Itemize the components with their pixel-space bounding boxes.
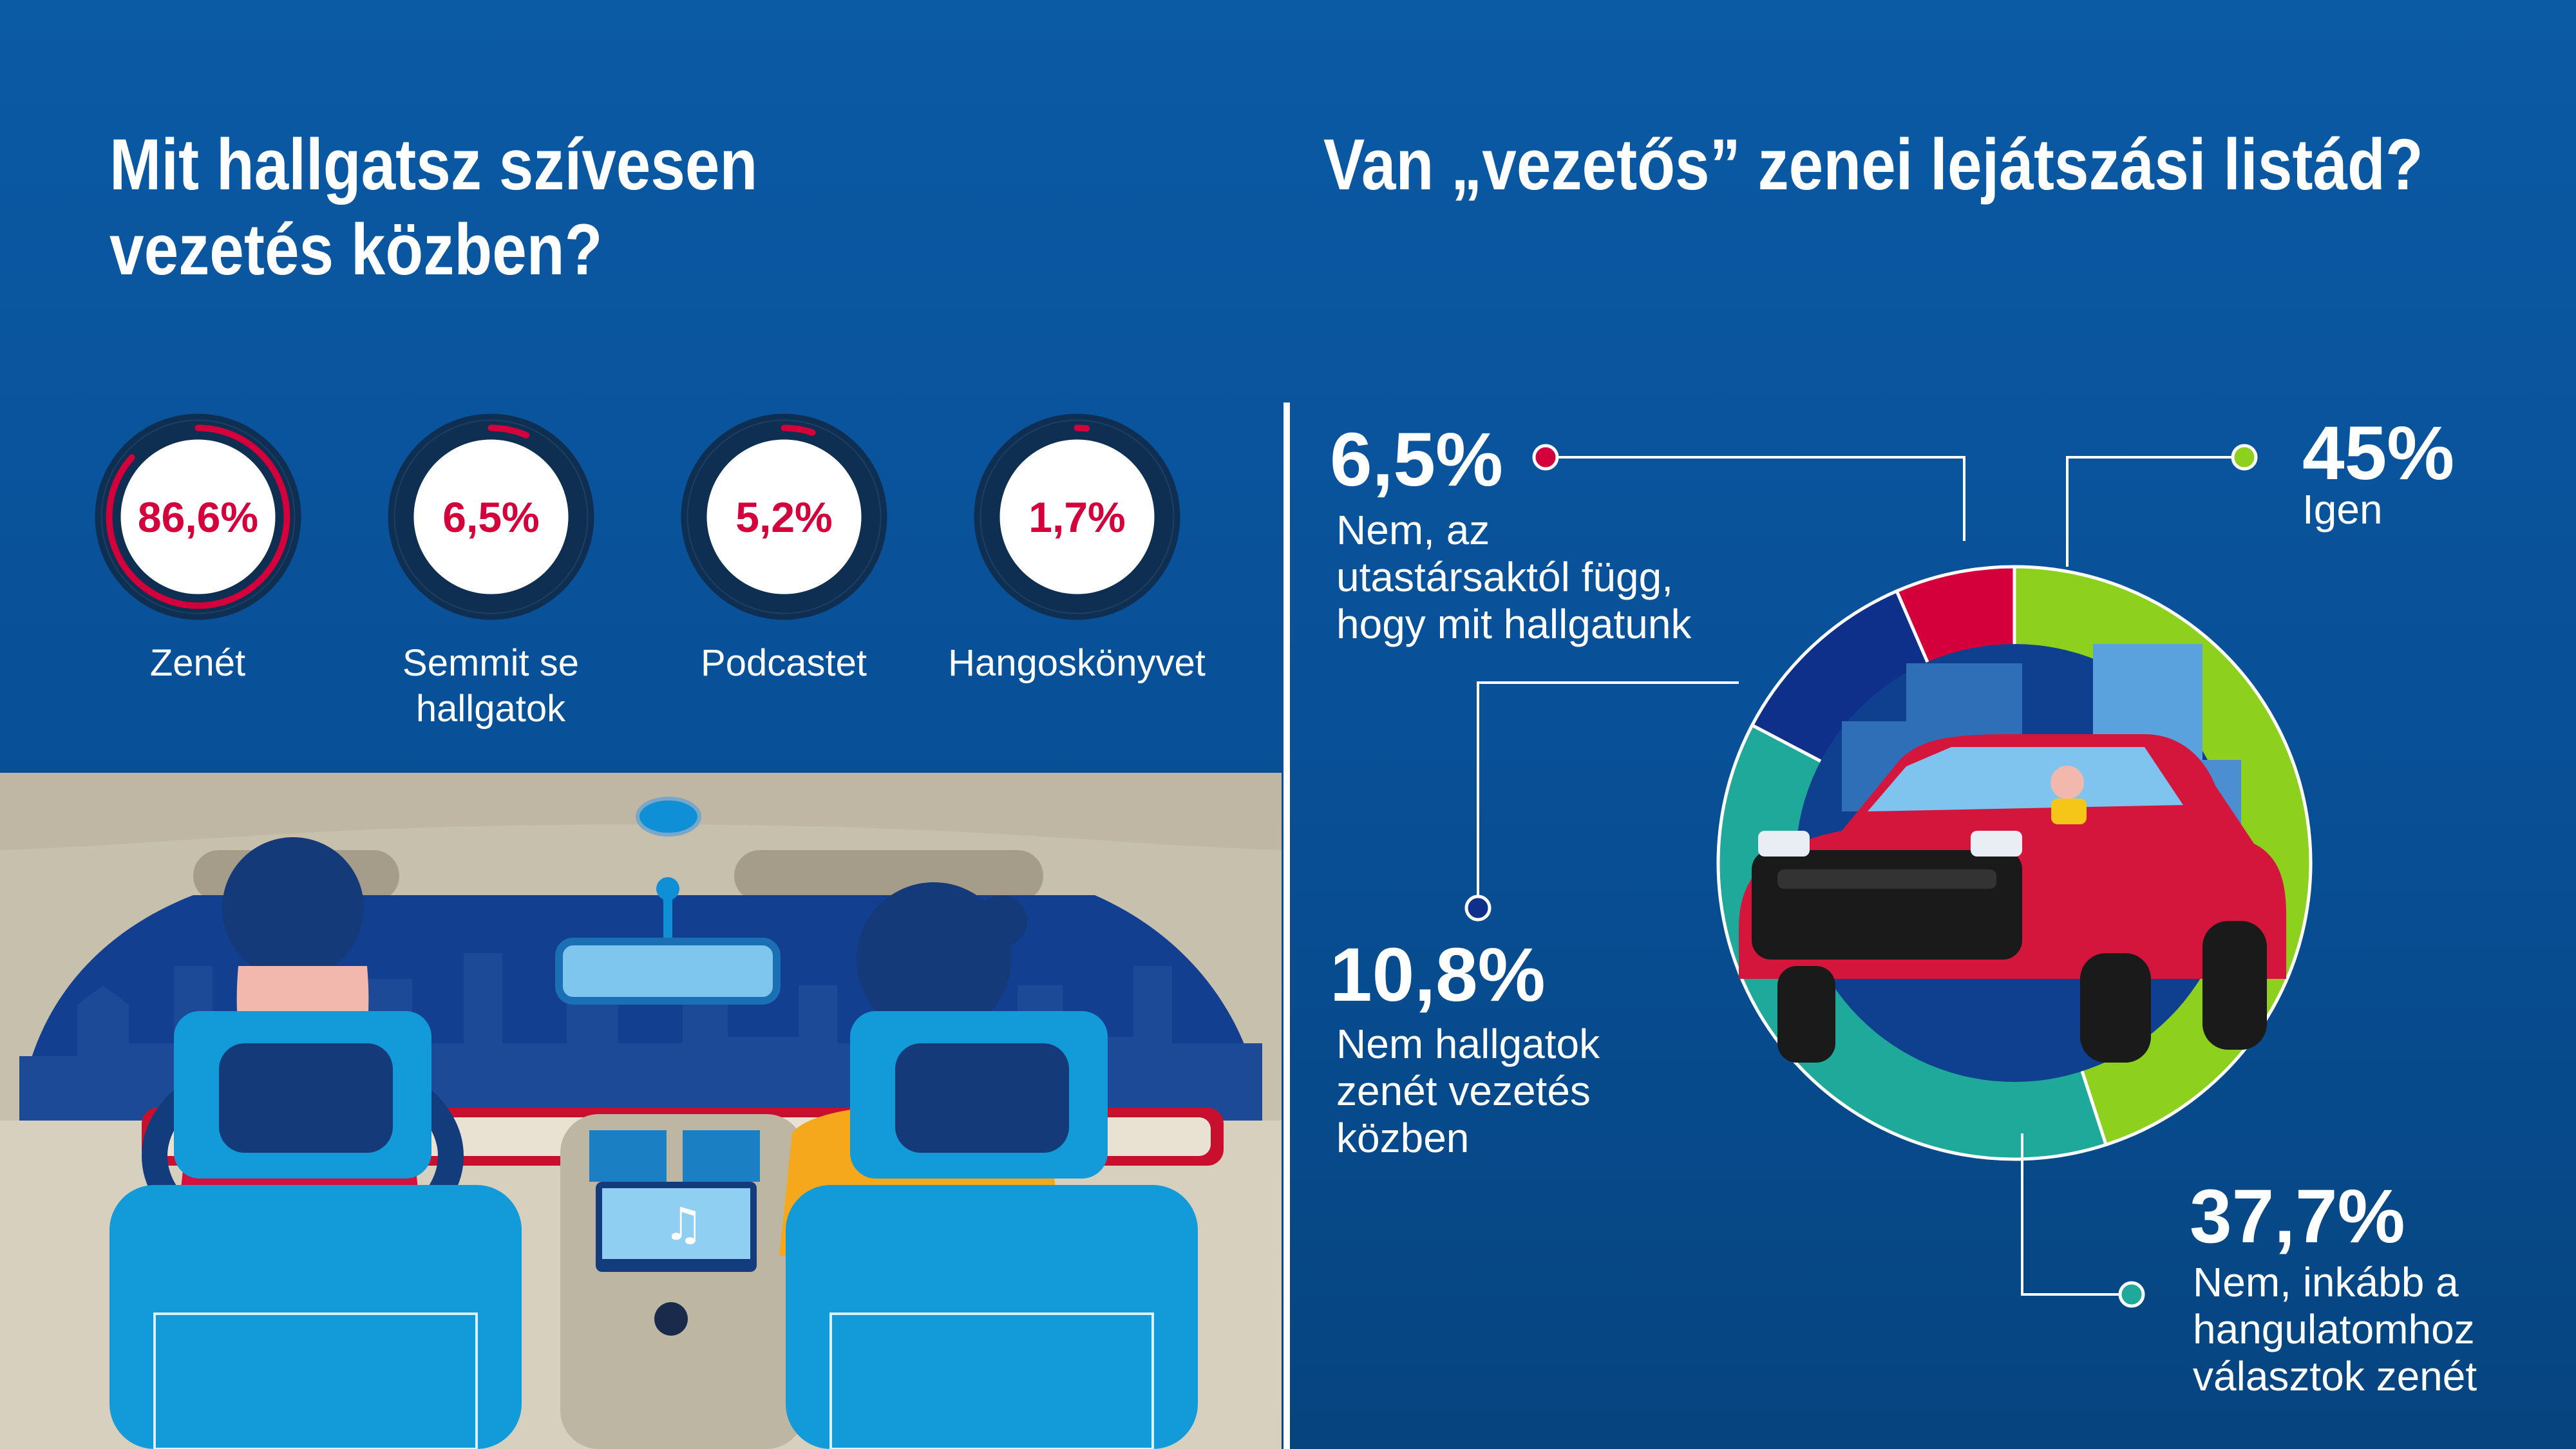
callout-no-music-value: 10,8% [1330, 933, 1546, 1018]
left-chart-title: Mit hallgatsz szívesen vezetés közben? [109, 124, 758, 290]
callout-no-passenger-value: 6,5% [1330, 417, 1503, 502]
ring-value-podcastet: 5,2% [735, 493, 833, 541]
callout-no-mood-line3: választok zenét [2193, 1353, 2477, 1399]
ring-label-hangoskonyvet: Hangoskönyvet [948, 642, 1206, 684]
donut-slice-utastars [1895, 565, 2016, 864]
ring-arc-semmit [399, 424, 583, 609]
callout-no-music-line2: zenét vezetés [1336, 1068, 1591, 1114]
callout-no-passenger-line2: utastársaktól függ, [1336, 554, 1673, 600]
ring-arc-podcastet [692, 424, 876, 609]
ring-gauge-semmit: 6,5% [386, 412, 596, 621]
callout-yes-value: 45% [2302, 411, 2455, 496]
dot-yes [2231, 444, 2258, 471]
section-divider [1283, 402, 1290, 1449]
callout-no-music-line1: Nem hallgatok [1336, 1021, 1600, 1067]
donut-outer-ring [1717, 565, 2312, 1160]
ring-label-semmit: Semmit se hallgatok [402, 642, 579, 730]
callout-yes-label: Igen [2302, 486, 2383, 533]
callout-no-mood-line1: Nem, inkább a [2193, 1259, 2459, 1305]
callout-no-music-line3: közben [1336, 1115, 1470, 1161]
car-illustration [1739, 644, 2286, 1082]
ring-value-zenet: 86,6% [137, 493, 259, 541]
ring-gauge-podcastet-graphic [681, 413, 887, 620]
callout-no-mood-value: 37,7% [2190, 1174, 2405, 1259]
ring-value-semmit: 6,5% [442, 493, 540, 541]
ring-gauge-semmit-graphic [388, 413, 594, 620]
ring-gauge-podcastet: 5,2% [679, 412, 889, 621]
ring-gauge-hangoskonyvet: 1,7% [972, 412, 1182, 621]
dot-no-passenger [1532, 444, 1559, 471]
ring-arc-hangoskonyvet [985, 424, 1170, 609]
right-chart-title: Van „vezetős” zenei lejátszási listád? [1323, 124, 2423, 205]
ring-value-hangoskonyvet: 1,7% [1028, 493, 1126, 541]
ring-gauge-hangoskonyvet-graphic [974, 413, 1180, 620]
donut-slice-nem-hallgatok [1750, 589, 2018, 867]
music-note-icon: ♫ [663, 1198, 704, 1251]
ring-gauge-zenet: 86,6% [93, 412, 303, 621]
ring-gauge-zenet-graphic [95, 413, 301, 620]
dot-no-music [1464, 895, 1492, 922]
car-interior-illustration: ♫ [0, 773, 1282, 1449]
donut-slice-igen [2012, 565, 2313, 1147]
callout-no-mood-line2: hangulatomhoz [2193, 1306, 2475, 1352]
ring-label-podcastet: Podcastet [701, 642, 867, 684]
callout-no-passenger-line1: Nem, az [1336, 507, 1490, 553]
dot-no-mood [2118, 1281, 2145, 1308]
ring-arc-zenet [106, 424, 290, 609]
ring-label-zenet: Zenét [149, 642, 246, 684]
donut-slice-nem-hangulat [1716, 723, 2108, 1161]
rearview-mirror [555, 938, 781, 1005]
dome-light-icon [636, 797, 701, 837]
callout-no-passenger-line3: hogy mit hallgatunk [1336, 601, 1692, 647]
